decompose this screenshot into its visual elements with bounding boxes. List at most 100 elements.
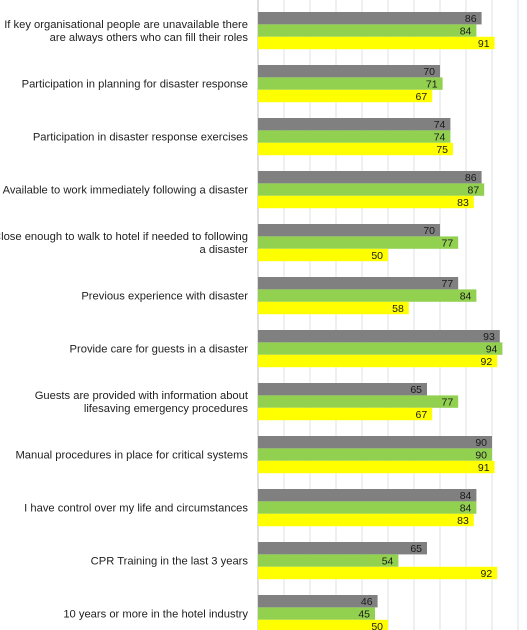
data-label: 67: [416, 409, 428, 421]
category-label: If key organisational people are unavail…: [4, 19, 248, 31]
data-label: 91: [478, 462, 490, 474]
bar-series-2: [258, 236, 459, 249]
data-label: 74: [434, 119, 446, 131]
data-label: 83: [457, 515, 469, 527]
bar-series-2: [258, 183, 485, 196]
data-label: 91: [478, 38, 490, 50]
category-label: are always others who can fill their rol…: [50, 32, 249, 44]
category-label: Participation in planning for disaster r…: [22, 79, 248, 91]
data-label: 94: [486, 343, 498, 355]
bar-series-1: [258, 383, 427, 396]
data-label: 71: [426, 78, 438, 90]
data-label: 92: [481, 356, 493, 368]
bar-series-1: [258, 12, 482, 25]
category-label: Available to work immediately following …: [3, 185, 249, 197]
category-group: 77 84 58: [258, 277, 477, 315]
bar-series-2: [258, 448, 492, 461]
data-label: 92: [481, 568, 493, 580]
data-label: 50: [371, 250, 383, 262]
data-label: 74: [434, 131, 446, 143]
category-group: 70 77 50: [258, 224, 459, 262]
data-label: 93: [483, 331, 495, 343]
bar-series-3: [258, 566, 498, 580]
bar-series-3: [258, 248, 388, 262]
bar-series-1: [258, 171, 482, 184]
gridlines: [257, 0, 519, 630]
data-label: 67: [416, 91, 428, 103]
data-label: 84: [460, 490, 472, 502]
bar-series-2: [258, 501, 477, 514]
bar-series-1: [258, 489, 477, 502]
data-label: 77: [442, 237, 454, 249]
data-label: 65: [410, 384, 422, 396]
bar-series-3: [258, 195, 474, 209]
category-labels: If key organisational people are unavail…: [0, 19, 249, 621]
bar-series-3: [258, 142, 453, 156]
category-label: I have control over my life and circumst…: [24, 503, 248, 515]
bar-series-3: [258, 354, 498, 368]
bar-series-3: [258, 513, 474, 527]
category-label: Participation in disaster response exerc…: [33, 132, 249, 144]
bar-series-2: [258, 24, 477, 37]
data-label: 46: [361, 596, 373, 608]
data-label: 50: [371, 621, 383, 630]
category-label: a disaster: [199, 244, 248, 256]
bars: 8684917071677474758687837077507784589394…: [258, 12, 503, 630]
data-label: 70: [423, 225, 435, 237]
bar-series-2: [258, 289, 477, 302]
bar-series-3: [258, 301, 409, 315]
data-label: 90: [475, 437, 487, 449]
category-label: Previous experience with disaster: [81, 291, 248, 303]
bar-series-3: [258, 407, 433, 421]
bar-series-3: [258, 460, 495, 474]
category-label: CPR Training in the last 3 years: [91, 556, 249, 568]
data-label: 58: [392, 303, 404, 315]
category-label: Guests are provided with information abo…: [35, 390, 249, 402]
data-label: 87: [468, 184, 480, 196]
data-label: 86: [465, 172, 477, 184]
bar-series-2: [258, 554, 399, 567]
data-label: 77: [442, 396, 454, 408]
data-label: 90: [475, 449, 487, 461]
data-label: 84: [460, 290, 472, 302]
bar-series-1: [258, 118, 451, 131]
bar-series-3: [258, 619, 388, 630]
category-group: 65 54 92: [258, 542, 498, 580]
data-label: 70: [423, 66, 435, 78]
category-label: Provide care for guests in a disaster: [70, 344, 249, 356]
data-label: 75: [436, 144, 448, 156]
data-label: 54: [382, 555, 394, 567]
data-label: 84: [460, 25, 472, 37]
data-label: 65: [410, 543, 422, 555]
category-label: lifesaving emergency procedures: [84, 403, 249, 415]
bar-series-3: [258, 36, 495, 50]
bar-series-2: [258, 130, 451, 143]
data-label: 77: [442, 278, 454, 290]
bar-series-1: [258, 595, 378, 608]
category-group: 65 77 67: [258, 383, 459, 421]
bar-series-2: [258, 77, 443, 90]
data-label: 86: [465, 13, 477, 25]
bar-series-2: [258, 607, 375, 620]
bar-series-1: [258, 65, 440, 78]
bar-series-2: [258, 395, 459, 408]
data-label: 84: [460, 502, 472, 514]
category-label: Close enough to walk to hotel if needed …: [0, 231, 248, 243]
bar-series-2: [258, 342, 503, 355]
data-label: 45: [358, 608, 370, 620]
data-label: 83: [457, 197, 469, 209]
bar-series-1: [258, 542, 427, 555]
bar-series-1: [258, 277, 459, 290]
bar-series-1: [258, 436, 492, 449]
bar-series-3: [258, 89, 433, 103]
category-label: 10 years or more in the hotel industry: [63, 609, 248, 621]
